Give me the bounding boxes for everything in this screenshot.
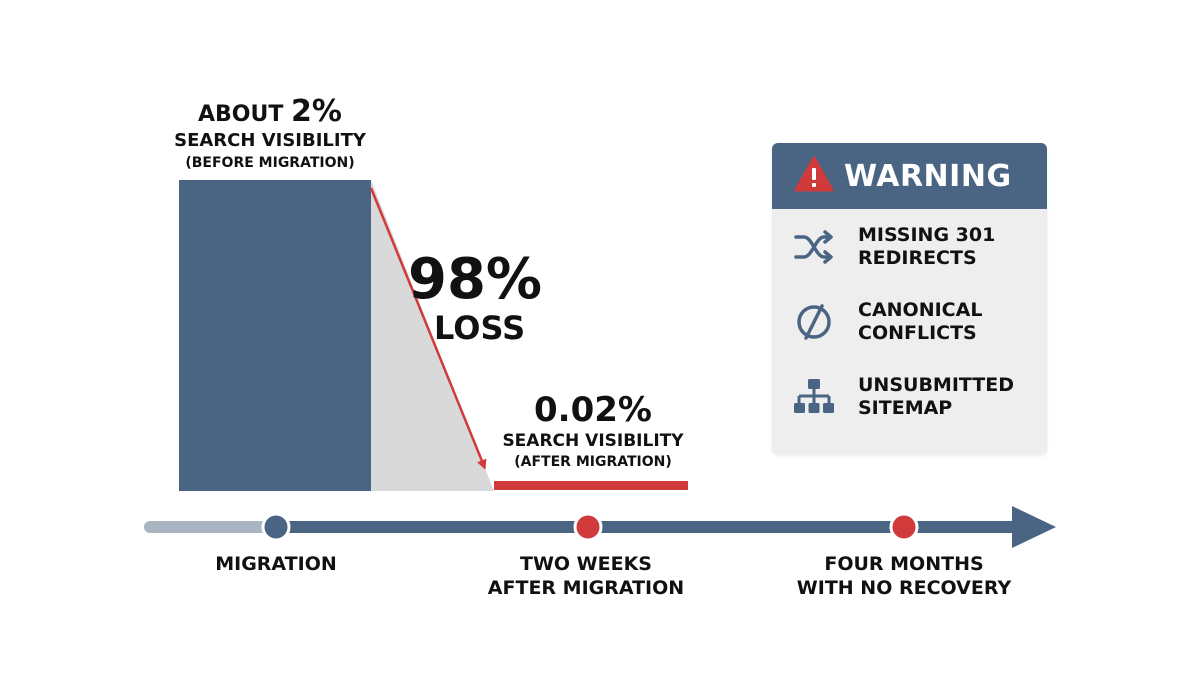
timeline-dot-four-months xyxy=(889,512,919,542)
warning-card: WARNING Missing 301 redirects xyxy=(772,143,1047,455)
before-prefix: About xyxy=(198,102,292,127)
warning-item-line: Unsubmitted xyxy=(858,373,1015,396)
timeline-label-line: after migration xyxy=(487,577,685,599)
warning-item-text: Unsubmitted sitemap xyxy=(858,374,1028,420)
before-label: About 2% Search visibility (Before migra… xyxy=(150,97,390,173)
timeline-label-line: Four months xyxy=(824,553,984,575)
warning-title: WARNING xyxy=(844,158,1012,194)
after-migration-bar xyxy=(494,481,688,490)
loss-label: 98% Loss xyxy=(408,247,568,347)
warning-header: WARNING xyxy=(772,143,1047,209)
before-caption: (Before migration) xyxy=(185,155,355,171)
warning-item-line: conflicts xyxy=(858,321,977,344)
warning-triangle-icon xyxy=(794,156,834,196)
before-headline: About 2% xyxy=(150,97,390,129)
loss-percentage: 98% xyxy=(408,247,543,312)
timeline-dot-migration xyxy=(261,512,291,542)
loss-word: Loss xyxy=(434,309,526,347)
warning-item-line: sitemap xyxy=(858,396,953,419)
warning-item-line: redirects xyxy=(858,246,977,269)
timeline-label-two-weeks: Two weeks after migration xyxy=(466,552,706,600)
warning-item-line: Canonical xyxy=(858,298,983,321)
timeline-label-line: with no recovery xyxy=(796,577,1012,599)
shuffle-icon xyxy=(792,225,836,269)
warning-item-redirects: Missing 301 redirects xyxy=(772,209,1047,284)
warning-item-sitemap: Unsubmitted sitemap xyxy=(772,359,1047,434)
before-value: 2% xyxy=(291,94,342,129)
timeline-arrow-head xyxy=(1012,506,1056,548)
before-migration-bar xyxy=(179,180,371,491)
after-label: 0.02% Search visibility (After migration… xyxy=(480,390,706,472)
after-metric-label: Search visibility xyxy=(502,431,684,451)
warning-item-text: Canonical conflicts xyxy=(858,299,1028,345)
timeline-label-four-months: Four months with no recovery xyxy=(784,552,1024,600)
timeline-dot-two-weeks xyxy=(573,512,603,542)
timeline-label-migration: Migration xyxy=(156,552,396,576)
warning-item-canonical: Canonical conflicts xyxy=(772,284,1047,359)
after-caption: (After migration) xyxy=(514,454,672,470)
warning-item-line: Missing 301 xyxy=(858,223,996,246)
timeline-label-line: Two weeks xyxy=(519,553,652,575)
timeline-label-line: Migration xyxy=(215,553,337,575)
after-value: 0.02% xyxy=(534,390,652,430)
decline-arrow xyxy=(369,187,487,470)
before-metric-label: Search visibility xyxy=(174,130,366,151)
warning-item-text: Missing 301 redirects xyxy=(858,224,1028,270)
sitemap-icon xyxy=(792,375,836,419)
no-symbol-icon xyxy=(792,300,836,344)
